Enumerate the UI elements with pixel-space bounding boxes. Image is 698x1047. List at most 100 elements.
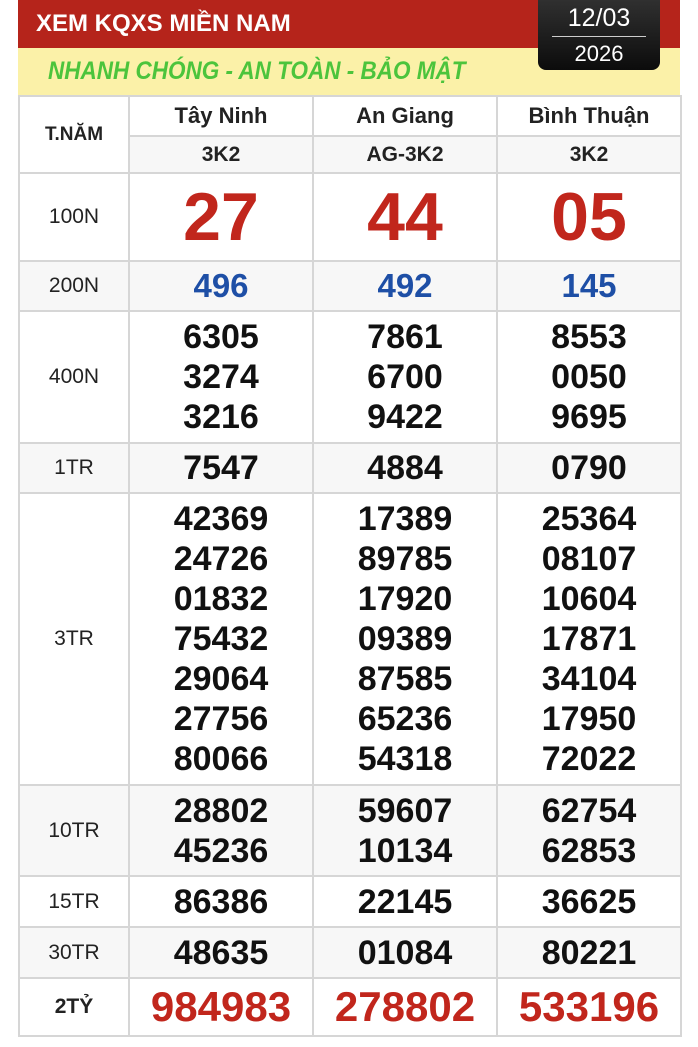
prize-number: 42369 — [173, 500, 269, 538]
prize-number: 09389 — [357, 620, 453, 658]
prize-number: 89785 — [357, 540, 453, 578]
prize-number: 17920 — [357, 580, 453, 618]
prize-row-1tr: 1TR 7547 4884 0790 — [18, 442, 682, 494]
prize-number: 7547 — [183, 449, 259, 487]
code-row: 3K2 AG-3K2 3K2 — [19, 135, 682, 174]
prize-number: 6305 — [183, 318, 259, 356]
prize-cell: 533196 — [496, 977, 682, 1037]
prize-cell: 48635 — [128, 926, 314, 979]
prize-number: 05 — [551, 179, 627, 255]
prize-label: 10TR — [18, 784, 130, 877]
prize-cell: 27 — [128, 172, 314, 262]
prize-number: 3274 — [183, 358, 259, 396]
prize-label: 3TR — [18, 492, 130, 786]
prize-cell: 492 — [312, 260, 498, 312]
prize-number: 62853 — [541, 831, 637, 870]
prize-number: 278802 — [334, 983, 476, 1030]
prize-cell: 28802 45236 — [128, 784, 314, 877]
prize-number: 59607 — [357, 791, 453, 830]
prize-number: 533196 — [518, 983, 660, 1030]
prize-cell: 62754 62853 — [496, 784, 682, 877]
prize-number: 34104 — [541, 660, 637, 698]
prize-number: 08107 — [541, 540, 637, 578]
prize-number: 27 — [183, 179, 259, 255]
prize-cell: 80221 — [496, 926, 682, 979]
prize-number: 0790 — [551, 449, 627, 487]
prize-cell: 0790 — [496, 442, 682, 494]
province-row: T.NĂM Tây Ninh An Giang Bình Thuận — [18, 95, 682, 174]
prize-number: 80066 — [173, 740, 269, 778]
prize-number: 17389 — [357, 500, 453, 538]
prize-label: 400N — [18, 310, 130, 444]
prize-cell: 984983 — [128, 977, 314, 1037]
prize-number: 75432 — [173, 620, 269, 658]
prize-number: 62754 — [541, 791, 637, 830]
prize-cell: 44 — [312, 172, 498, 262]
prize-cell: 7861 6700 9422 — [312, 310, 498, 444]
prize-number: 145 — [561, 267, 617, 304]
prize-row-400n: 400N 6305 3274 3216 7861 6700 9422 8553 0050 9695 — [18, 310, 682, 444]
prize-number: 9695 — [551, 398, 627, 436]
prize-number: 86386 — [173, 882, 269, 921]
prize-label: 15TR — [18, 875, 130, 928]
prize-cell: 42369 24726 01832 75432 29064 27756 80066 — [128, 492, 314, 786]
prize-label: 100N — [18, 172, 130, 262]
prize-row-200n: 200N 496 492 145 — [18, 260, 682, 312]
prize-number: 10604 — [541, 580, 637, 618]
prize-number: 45236 — [173, 831, 269, 870]
prize-label: 1TR — [18, 442, 130, 494]
prize-number: 7861 — [367, 318, 443, 356]
prize-row-30tr: 30TR 48635 01084 80221 — [18, 926, 682, 979]
prize-cell: 4884 — [312, 442, 498, 494]
prize-cell: 05 — [496, 172, 682, 262]
prize-cell: 6305 3274 3216 — [128, 310, 314, 444]
prize-cell: 145 — [496, 260, 682, 312]
prize-number: 27756 — [173, 700, 269, 738]
prize-cell: 86386 — [128, 875, 314, 928]
prize-number: 25364 — [541, 500, 637, 538]
prize-row-15tr: 15TR 86386 22145 36625 — [18, 875, 682, 928]
ticket-code: 3K2 — [128, 135, 314, 174]
prize-number: 17871 — [541, 620, 637, 658]
prize-number: 8553 — [551, 318, 627, 356]
ticket-code: 3K2 — [496, 135, 682, 174]
prize-row-3tr: 3TR 42369 24726 01832 75432 29064 27756 80066 17… — [18, 492, 682, 786]
prize-number: 9422 — [367, 398, 443, 436]
date-badge: 12/03 2026 — [538, 0, 660, 70]
prize-number: 36625 — [541, 882, 637, 921]
ticket-code: AG-3K2 — [312, 135, 498, 174]
prize-cell: 59607 10134 — [312, 784, 498, 877]
slogan: NHANH CHÓNG - AN TOÀN - BẢO MẬT — [48, 57, 466, 85]
prize-number: 4884 — [367, 449, 443, 487]
date-divider — [552, 36, 646, 37]
prize-number: 54318 — [357, 740, 453, 778]
prize-cell: 25364 08107 10604 17871 34104 17950 72022 — [496, 492, 682, 786]
prize-number: 29064 — [173, 660, 269, 698]
prize-number: 496 — [193, 267, 249, 304]
prize-number: 17950 — [541, 700, 637, 738]
prize-row-2tỷ: 2TỶ 984983 278802 533196 — [18, 977, 682, 1037]
prize-label: 2TỶ — [18, 977, 130, 1037]
prize-number: 44 — [367, 179, 443, 255]
prize-cell: 22145 — [312, 875, 498, 928]
prize-number: 01084 — [357, 933, 453, 972]
prize-number: 22145 — [357, 882, 453, 921]
prize-number: 6700 — [367, 358, 443, 396]
prize-cell: 496 — [128, 260, 314, 312]
province-name: Bình Thuận — [496, 95, 682, 137]
prize-label: 30TR — [18, 926, 130, 979]
prize-cell: 01084 — [312, 926, 498, 979]
prize-cell: 17389 89785 17920 09389 87585 65236 54318 — [312, 492, 498, 786]
prize-cell: 278802 — [312, 977, 498, 1037]
prize-row-100n: 100N 27 44 05 — [18, 172, 682, 262]
prize-number: 984983 — [150, 983, 292, 1030]
prize-number: 87585 — [357, 660, 453, 698]
prize-row-10tr: 10TR 28802 45236 59607 10134 62754 62853 — [18, 784, 682, 877]
prize-cell: 7547 — [128, 442, 314, 494]
date-day: 12/03 — [567, 4, 631, 32]
prize-number: 0050 — [551, 358, 627, 396]
prize-number: 48635 — [173, 933, 269, 972]
prize-label: 200N — [18, 260, 130, 312]
results-table: T.NĂM Tây Ninh An Giang Bình Thuận 3K2 A… — [18, 95, 682, 1037]
province-name: Tây Ninh — [128, 95, 314, 137]
